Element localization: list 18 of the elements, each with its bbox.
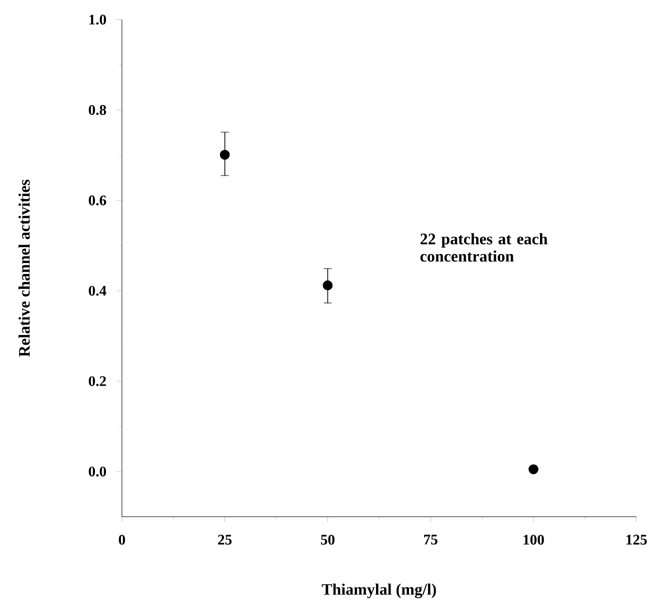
x-tick-label: 125 (626, 534, 647, 545)
y-tick-label: 0.6 (88, 196, 106, 206)
x-tick-label: 50 (320, 534, 334, 545)
y-tick-label: 0.2 (88, 376, 106, 386)
point (528, 464, 538, 474)
point (322, 280, 333, 290)
y-tick-label: 0.0 (88, 466, 106, 477)
y-tick-label: 0.8 (88, 105, 106, 116)
point (220, 150, 230, 160)
y-tick-label: 0.4 (88, 286, 106, 296)
y-axis-title: Relative channel activities (18, 180, 30, 357)
annotation: 22 patches at each concentration (420, 233, 548, 262)
x-tick-label: 0 (118, 534, 126, 545)
x-tick-label: 75 (424, 534, 438, 545)
x-tick-label: 100 (524, 534, 544, 545)
y-tick-label: 1.0 (89, 14, 106, 25)
x-tick-label: 25 (218, 534, 232, 545)
x-axis-title: Thiamylal (mg/l) (322, 584, 436, 598)
